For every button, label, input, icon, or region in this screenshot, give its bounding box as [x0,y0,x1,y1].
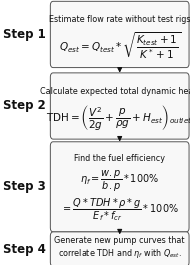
Text: Step 2: Step 2 [3,99,46,113]
Text: Find the fuel efficiency: Find the fuel efficiency [74,154,165,162]
Text: Calculate expected total dynamic head: Calculate expected total dynamic head [40,87,190,96]
Text: Step 3: Step 3 [3,180,46,193]
FancyBboxPatch shape [50,232,189,265]
Text: $\eta_f = \dfrac{w.p}{b.p} * 100\%$: $\eta_f = \dfrac{w.p}{b.p} * 100\%$ [80,169,159,195]
Text: $= \dfrac{Q * TDH * \rho * g}{E_f * f_{cr}} * 100\%$: $= \dfrac{Q * TDH * \rho * g}{E_f * f_{c… [61,196,179,223]
Text: $\mathrm{TDH} = \left(\dfrac{V^2}{2g}+\dfrac{p}{\rho g}+H_{est}\right)_{outlet}$: $\mathrm{TDH} = \left(\dfrac{V^2}{2g}+\d… [46,103,190,132]
Text: Estimate flow rate without test rigs: Estimate flow rate without test rigs [49,15,190,24]
FancyBboxPatch shape [50,1,189,68]
FancyBboxPatch shape [50,142,189,232]
FancyBboxPatch shape [50,73,189,139]
Text: Generate new pump curves that
correlate TDH and $\eta_f$ with $Q_{est}$.: Generate new pump curves that correlate … [55,236,185,260]
Text: Step 4: Step 4 [3,242,46,256]
Text: $Q_{est} = Q_{test} * \sqrt{\dfrac{K_{test}+1}{K^*+1}}$: $Q_{est} = Q_{test} * \sqrt{\dfrac{K_{te… [59,31,181,61]
Text: Step 1: Step 1 [3,28,46,41]
